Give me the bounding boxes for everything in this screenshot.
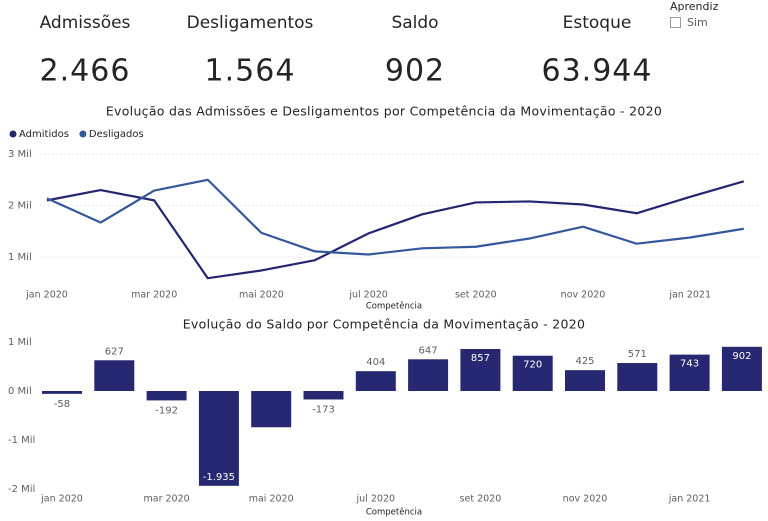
x-tick-label: set 2020 xyxy=(455,290,497,301)
x-tick-label: nov 2020 xyxy=(563,494,608,505)
value-label: -1.935 xyxy=(203,472,235,483)
kpi-label: Estoque xyxy=(563,13,632,33)
value-label: 571 xyxy=(628,349,647,360)
x-tick-label: set 2020 xyxy=(460,494,502,505)
bar xyxy=(251,391,292,428)
value-label: 404 xyxy=(366,357,385,368)
bar xyxy=(198,391,239,486)
kpi-value: 63.944 xyxy=(542,54,653,89)
line-series xyxy=(46,180,745,280)
slicer-option[interactable]: Sim xyxy=(687,16,708,29)
x-axis-title: Competência xyxy=(366,301,422,312)
bar xyxy=(303,391,344,400)
kpi-label: Saldo xyxy=(391,13,438,33)
value-label: 720 xyxy=(523,360,542,371)
bar xyxy=(565,370,605,391)
slicer-checkbox[interactable] xyxy=(670,17,681,28)
x-tick-label: mai 2020 xyxy=(239,290,284,301)
value-label: 425 xyxy=(575,356,594,367)
value-label: 627 xyxy=(105,346,124,357)
x-axis-title: Competência xyxy=(366,507,422,518)
kpi-value: 1.564 xyxy=(205,54,296,89)
kpi-label: Admissões xyxy=(40,13,131,33)
value-label: 857 xyxy=(471,353,490,364)
chart-title: Evolução do Saldo por Competência da Mov… xyxy=(183,317,586,332)
y-tick-label: -2 Mil xyxy=(8,484,35,495)
x-tick-label: jan 2020 xyxy=(25,290,68,301)
x-tick-label: mar 2020 xyxy=(144,494,190,505)
bar xyxy=(408,359,449,391)
kpi-value: 2.466 xyxy=(40,54,131,89)
y-tick-label: 2 Mil xyxy=(8,201,32,212)
legend-label: Admitidos xyxy=(19,129,69,140)
bar xyxy=(512,355,553,391)
y-tick-label: 1 Mil xyxy=(8,337,32,348)
bar xyxy=(94,360,135,391)
value-label: 902 xyxy=(732,351,751,362)
value-label: -58 xyxy=(54,399,70,410)
bar xyxy=(721,346,762,391)
y-tick-label: -1 Mil xyxy=(8,435,35,446)
chart-title: Evolução das Admissões e Desligamentos p… xyxy=(106,104,662,119)
slicer-title: Aprendiz xyxy=(670,0,719,13)
x-tick-label: jan 2020 xyxy=(40,494,83,505)
value-label: -173 xyxy=(312,404,335,415)
x-tick-label: mar 2020 xyxy=(131,290,177,301)
kpi-value: 902 xyxy=(385,54,445,89)
bar xyxy=(146,391,187,401)
value-label: 743 xyxy=(680,359,699,370)
y-tick-label: 1 Mil xyxy=(8,252,32,263)
x-tick-label: jul 2020 xyxy=(348,290,388,301)
legend-label: Desligados xyxy=(89,129,144,140)
bar xyxy=(42,391,82,394)
x-tick-label: jan 2021 xyxy=(668,290,711,301)
y-tick-label: 3 Mil xyxy=(8,149,32,160)
line-series xyxy=(46,178,744,256)
legend-marker xyxy=(79,130,87,138)
kpi-label: Desligamentos xyxy=(187,13,314,33)
x-tick-label: jul 2020 xyxy=(356,494,396,505)
bar xyxy=(669,354,710,391)
value-label: -192 xyxy=(155,405,178,416)
x-tick-label: jan 2021 xyxy=(668,494,711,505)
bar xyxy=(460,349,501,391)
y-tick-label: 0 Mil xyxy=(8,386,32,397)
x-tick-label: nov 2020 xyxy=(561,290,606,301)
legend-marker xyxy=(9,130,17,138)
bar xyxy=(617,363,658,391)
x-tick-label: mai 2020 xyxy=(249,494,294,505)
value-label: 647 xyxy=(419,345,438,356)
bar xyxy=(355,371,396,391)
